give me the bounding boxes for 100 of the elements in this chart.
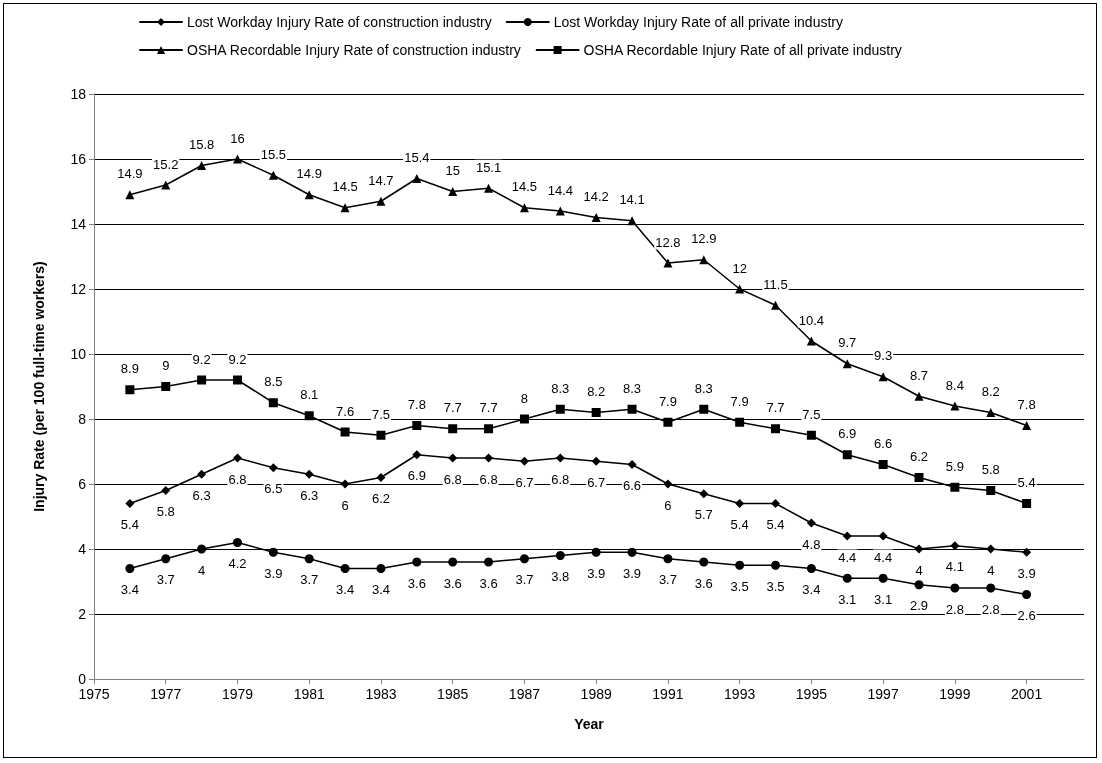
point: [448, 453, 458, 463]
data-label: 5.8: [156, 504, 175, 519]
data-label: 8.3: [694, 380, 713, 396]
data-label: 7.7: [443, 400, 462, 416]
data-label: 3.9: [264, 565, 283, 581]
point: [197, 375, 207, 385]
data-label: 4: [915, 562, 923, 578]
x-tick-label: 1989: [580, 686, 612, 702]
x-tick-label: 1999: [939, 686, 971, 702]
point: [304, 469, 314, 479]
x-tick-label: 1997: [867, 686, 899, 702]
data-label: 11.5: [763, 276, 788, 292]
data-label: 3.7: [156, 572, 175, 588]
data-label: 15: [445, 163, 460, 178]
point: [663, 258, 673, 268]
data-label: 2.9: [909, 598, 929, 614]
point: [161, 554, 171, 564]
point: [1022, 590, 1032, 599]
data-label: 3.9: [623, 565, 642, 581]
point: [555, 453, 565, 463]
point: [591, 547, 601, 557]
data-label: 7.5: [371, 406, 390, 422]
data-label: 6.8: [228, 471, 247, 487]
data-label: 6: [664, 497, 672, 513]
data-label: 6.9: [407, 468, 426, 484]
point: [555, 404, 565, 414]
data-label: 15.2: [153, 156, 179, 172]
data-label: 3.6: [407, 575, 426, 591]
point: [304, 554, 314, 564]
point: [591, 213, 601, 222]
x-tick-label: 1993: [724, 686, 756, 702]
point: [986, 583, 996, 593]
y-tick-label: 0: [78, 671, 87, 687]
point: [591, 408, 601, 417]
data-label: 8.9: [120, 361, 139, 377]
point: [950, 401, 960, 411]
data-label: 3.1: [874, 591, 893, 607]
data-label: 6.8: [551, 471, 570, 487]
data-label: 15.4: [404, 150, 430, 165]
data-label: 9: [162, 358, 170, 373]
data-label: 5.4: [1017, 475, 1036, 490]
point: [986, 544, 996, 554]
point: [376, 564, 386, 573]
x-tick-label: 1991: [652, 686, 684, 702]
x-tick-label: 1987: [508, 686, 541, 702]
point: [376, 196, 386, 206]
point: [232, 154, 242, 164]
data-label: 9.2: [192, 351, 211, 367]
y-tick-label: 4: [78, 541, 87, 557]
data-label: 6: [341, 497, 349, 513]
point: [519, 414, 529, 424]
data-label: 8.1: [300, 387, 319, 403]
x-tick-label: 1981: [293, 686, 325, 702]
point: [1022, 547, 1032, 557]
point: [376, 473, 386, 482]
data-label: 14.5: [332, 179, 358, 195]
point: [699, 557, 709, 567]
data-label: 14.4: [547, 182, 573, 198]
point: [735, 417, 745, 427]
point: [914, 391, 924, 401]
data-label: 5.4: [730, 517, 749, 532]
data-label: 3.4: [371, 582, 390, 597]
point: [161, 486, 171, 495]
point: [806, 564, 816, 573]
point: [663, 417, 673, 427]
point: [627, 547, 637, 557]
data-label: 14.2: [583, 189, 609, 204]
point: [412, 450, 422, 460]
point: [484, 557, 494, 567]
data-label: 6.2: [909, 449, 929, 464]
data-label: 7.8: [407, 397, 426, 412]
point: [806, 430, 816, 440]
data-label: 3.5: [766, 578, 785, 594]
point: [914, 580, 924, 590]
data-label: 8.7: [909, 367, 929, 383]
point: [340, 479, 350, 489]
data-label: 6.7: [587, 474, 606, 490]
point: [591, 456, 601, 466]
data-label: 6.3: [192, 487, 211, 503]
point: [699, 404, 709, 414]
point: [125, 385, 135, 395]
point: [735, 284, 745, 294]
data-label: 3.5: [730, 578, 749, 594]
point: [268, 398, 278, 408]
data-label: 3.7: [658, 572, 677, 588]
data-label: 3.4: [336, 582, 355, 597]
point: [376, 430, 386, 440]
data-label: 6.6: [874, 436, 893, 451]
data-label: 2.8: [945, 601, 964, 617]
legend-label: Lost Workday Injury Rate of construction industry: [187, 14, 492, 30]
y-tick-label: 8: [78, 411, 87, 427]
point: [519, 554, 529, 564]
point: [878, 531, 888, 541]
data-label: 4.4: [874, 549, 893, 565]
point: [232, 538, 242, 547]
point: [232, 453, 242, 463]
point: [627, 404, 637, 414]
point: [555, 551, 565, 560]
data-label: 7.5: [802, 406, 821, 422]
data-label: 3.6: [443, 575, 462, 591]
